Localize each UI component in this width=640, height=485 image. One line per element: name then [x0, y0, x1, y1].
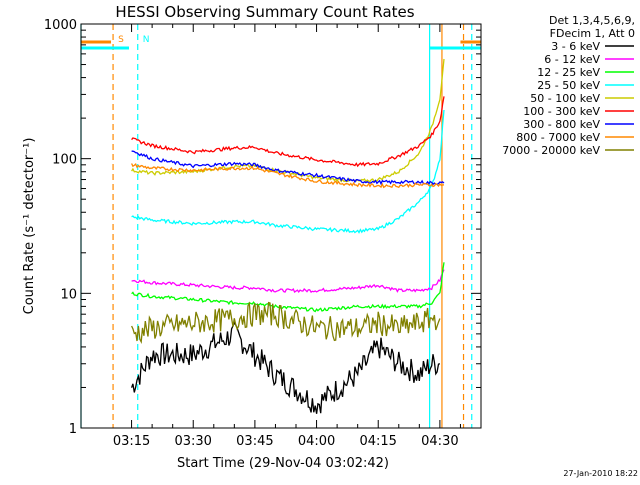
legend-header-line-1: Det 1,3,4,5,6,9,	[549, 14, 635, 27]
series-line	[131, 150, 445, 186]
y-tick-label: 1000	[44, 18, 77, 33]
x-axis: 03:15 03:30 03:45 04:00 04:15 04:30	[113, 24, 461, 449]
series-line	[131, 109, 445, 234]
series-line	[131, 301, 441, 345]
series-line	[131, 262, 445, 313]
x-tick-label: 04:30	[421, 434, 458, 449]
y-tick-label: 1	[69, 422, 77, 437]
legend-label: 6 - 12 keV	[544, 53, 600, 66]
y-tick-label: 10	[60, 287, 77, 302]
series-line	[131, 269, 445, 293]
legend-label: 100 - 300 keV	[523, 105, 600, 118]
x-axis-label: Start Time (29-Nov-04 03:02:42)	[177, 456, 389, 471]
plot-frame	[80, 23, 482, 429]
x-tick-label: 04:00	[298, 434, 335, 449]
footer-timestamp: 27-Jan-2010 18:22	[563, 469, 638, 478]
x-tick-label: 03:45	[236, 434, 273, 449]
legend: Det 1,3,4,5,6,9, FDecim 1, Att 0 3 - 6 k…	[502, 14, 635, 157]
legend-label: 300 - 800 keV	[523, 118, 600, 131]
x-tick-label: 04:15	[359, 434, 396, 449]
legend-header-line-2: FDecim 1, Att 0	[550, 27, 635, 40]
legend-label: 7000 - 20000 keV	[502, 144, 600, 157]
series-line	[131, 162, 445, 189]
series-line	[130, 321, 441, 414]
legend-label: 800 - 7000 keV	[516, 131, 600, 144]
chart-title: HESSI Observing Summary Count Rates	[115, 3, 414, 21]
y-tick-label: 100	[52, 153, 77, 168]
marker-label: N	[143, 35, 150, 45]
legend-label: 3 - 6 keV	[551, 40, 600, 53]
y-axis-label: Count Rate (s⁻¹ detector⁻¹)	[22, 138, 37, 315]
series-line	[131, 96, 445, 168]
y-axis: 1 10 100 1000	[44, 18, 481, 437]
legend-label: 50 - 100 keV	[530, 92, 600, 105]
series-lines	[130, 58, 445, 414]
marker-label: S	[118, 35, 124, 45]
x-tick-label: 03:15	[113, 434, 150, 449]
legend-label: 25 - 50 keV	[537, 79, 600, 92]
x-tick-label: 03:30	[174, 434, 211, 449]
legend-label: 12 - 25 keV	[537, 66, 600, 79]
